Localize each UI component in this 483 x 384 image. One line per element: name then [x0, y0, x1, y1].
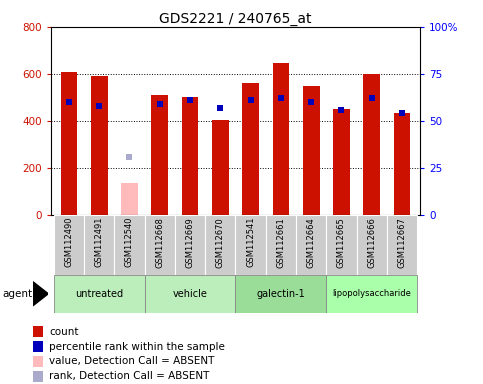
Text: rank, Detection Call = ABSENT: rank, Detection Call = ABSENT	[49, 371, 210, 381]
Bar	[54, 215, 84, 275]
Bar	[54, 275, 144, 313]
Bar	[114, 215, 144, 275]
Bar	[356, 215, 387, 275]
Text: GSM112541: GSM112541	[246, 217, 255, 267]
Bar	[242, 83, 259, 215]
Text: GSM112664: GSM112664	[307, 217, 316, 268]
Text: GSM112490: GSM112490	[64, 217, 73, 267]
Polygon shape	[33, 282, 48, 306]
Text: GSM112667: GSM112667	[398, 217, 407, 268]
Bar	[327, 215, 356, 275]
Bar	[303, 86, 320, 215]
Bar	[272, 63, 289, 215]
Text: GSM112666: GSM112666	[367, 217, 376, 268]
Text: vehicle: vehicle	[172, 289, 208, 299]
Bar	[175, 215, 205, 275]
Text: untreated: untreated	[75, 289, 123, 299]
Bar	[212, 120, 228, 215]
Bar	[327, 275, 417, 313]
Bar	[33, 371, 43, 382]
Text: GSM112540: GSM112540	[125, 217, 134, 267]
Text: value, Detection Call = ABSENT: value, Detection Call = ABSENT	[49, 356, 215, 366]
Bar	[296, 215, 327, 275]
Bar	[394, 113, 411, 215]
Bar	[236, 275, 327, 313]
Text: GSM112661: GSM112661	[276, 217, 285, 268]
Bar	[151, 95, 168, 215]
Bar	[144, 275, 236, 313]
Bar	[121, 183, 138, 215]
Text: percentile rank within the sample: percentile rank within the sample	[49, 341, 225, 351]
Bar	[363, 74, 380, 215]
Text: count: count	[49, 327, 79, 337]
Text: GSM112491: GSM112491	[95, 217, 104, 267]
Bar	[91, 76, 108, 215]
Bar	[144, 215, 175, 275]
Text: lipopolysaccharide: lipopolysaccharide	[332, 289, 411, 298]
Bar	[33, 341, 43, 352]
Bar	[266, 215, 296, 275]
Bar	[33, 326, 43, 337]
Text: GSM112670: GSM112670	[216, 217, 225, 268]
Bar	[60, 71, 77, 215]
Text: GSM112669: GSM112669	[185, 217, 195, 268]
Text: GSM112665: GSM112665	[337, 217, 346, 268]
Text: galectin-1: galectin-1	[256, 289, 305, 299]
Bar	[205, 215, 236, 275]
Bar	[387, 215, 417, 275]
Text: agent: agent	[2, 289, 32, 299]
Bar	[236, 215, 266, 275]
Bar	[333, 109, 350, 215]
Title: GDS2221 / 240765_at: GDS2221 / 240765_at	[159, 12, 312, 26]
Bar	[182, 98, 199, 215]
Bar	[33, 356, 43, 367]
Bar	[84, 215, 114, 275]
Text: GSM112668: GSM112668	[155, 217, 164, 268]
